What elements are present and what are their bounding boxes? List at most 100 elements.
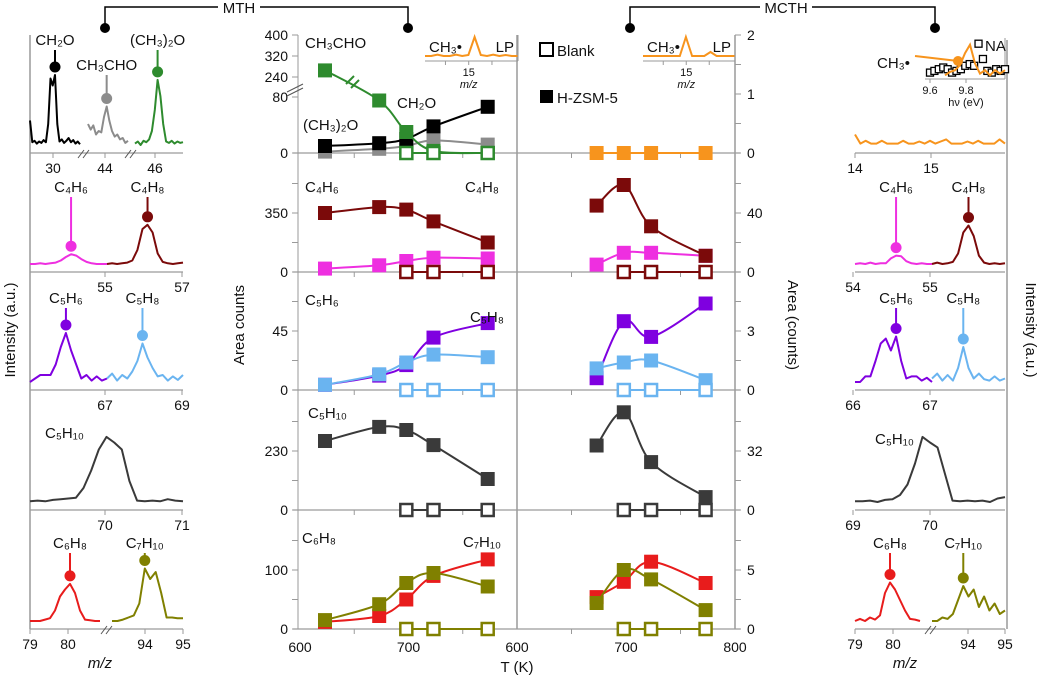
c4h8-mth-marker (399, 202, 414, 217)
c4h8-spectrum-label: C₄H₈ (951, 179, 985, 196)
x-tick-label: 800 (723, 639, 747, 655)
mz-tick-label: 55 (97, 279, 113, 295)
blank-mth-marker (480, 621, 495, 637)
c4h8-mcth-curve (595, 183, 707, 257)
y-tick-label: 0 (280, 145, 288, 161)
ch2o-spectrum-label: CH₂O (35, 32, 74, 49)
y-tick-label-right: 3 (747, 323, 755, 339)
peak-marker-dot (139, 555, 151, 566)
peak-marker-dot (49, 61, 61, 73)
ch32o-spectrum-label: (CH₃)₂O (130, 32, 185, 49)
lp_mth-spectrum (425, 33, 518, 58)
c5h10-mth-marker (318, 434, 332, 448)
c4h8-mth-marker (318, 206, 332, 220)
c5h10-mth-marker (426, 438, 441, 453)
mz-tick-label: 54 (845, 279, 861, 295)
c7h10-mcth-marker (698, 603, 713, 618)
na-pointer (914, 55, 959, 62)
mz-tick-label: 57 (174, 279, 190, 295)
peak-marker-dot (101, 93, 113, 104)
c4h6-mth-marker (426, 250, 441, 265)
c5h8-spectrum-right (931, 346, 1006, 382)
c5h8-spectrum-label: C₅H₈ (125, 290, 159, 307)
c6h8-mth-marker (399, 592, 414, 607)
c4h6-mth-marker (480, 251, 495, 266)
y-tick-label-right: 32 (747, 443, 763, 459)
c4h8-mcth-marker (644, 219, 659, 234)
mz-tick-label: 95 (997, 636, 1013, 652)
c5h10-mcth-curve (595, 411, 707, 498)
lp_mcth-species-label: CH₃• (647, 39, 680, 56)
c5h8-mcth-marker (616, 355, 631, 370)
ch32o-mth-marker (372, 93, 387, 108)
peak-marker-dot (890, 323, 902, 334)
y-tick-label: 0 (280, 264, 288, 280)
axis-break-icon (286, 83, 304, 97)
peak-marker-dot (142, 211, 154, 223)
blank-mcth-marker (616, 621, 632, 637)
c7h10-mth-marker (372, 597, 387, 612)
c5h6-mcth-curve (595, 302, 707, 379)
c5h6-spectrum-label: C₅H₆ (879, 290, 913, 307)
c7h10-mth-marker (318, 613, 332, 628)
c5h8-mcth-marker (589, 361, 604, 376)
na-xlabel: hν (eV) (948, 97, 983, 109)
c6h8-spectrum-right (854, 581, 921, 622)
axis-break-icon (924, 625, 937, 635)
blank-mth-marker (426, 502, 441, 518)
blank-mth-marker (426, 621, 441, 637)
c7h10-spectrum-label: C₇H₁₀ (126, 535, 164, 552)
mz-tick-label: 95 (175, 636, 191, 652)
mz-tick-label: 94 (960, 636, 976, 652)
c4h6-spectrum-label: C₄H₆ (879, 179, 913, 196)
c4h8-spectrum-right (931, 224, 1006, 265)
c5h8-trend-label: C₅H₈ (470, 309, 504, 326)
ch3cho-trend-label: CH₃CHO (305, 35, 366, 52)
legend-blank-marker (539, 42, 554, 57)
lp_mcth-spectrum (643, 33, 735, 57)
lp_mcth-tick-label: 15 (680, 67, 692, 79)
c5h10-mth-marker (480, 472, 495, 486)
blank-mcth-marker (643, 502, 659, 518)
c4h6-mcth-marker (644, 245, 659, 260)
c5h6-mcth-marker (616, 314, 631, 329)
blank-mth-marker (399, 382, 414, 398)
peak-marker-dot (957, 572, 969, 584)
mz-tick-label: 79 (847, 636, 863, 652)
na-species-label: CH₃• (877, 55, 910, 72)
c4h6-spectrum-right (854, 254, 932, 265)
x-axis-title-mz-left: m/z (88, 655, 113, 672)
mz-tick-label: 69 (174, 397, 190, 413)
y-tick-label: 0 (280, 382, 288, 398)
blank-mth-marker (480, 382, 495, 398)
lp_mcth-label: LP (713, 39, 731, 56)
y-tick-label-right: 2 (747, 27, 755, 43)
y-tick-label-right: 0 (747, 264, 755, 280)
axis-break-icon (100, 625, 113, 635)
c4h6-mth-marker (318, 261, 332, 276)
x-tick-label: 700 (397, 639, 421, 655)
c5h8-spectrum-left (106, 342, 184, 382)
c7h10-spectrum-label: C₇H₁₀ (944, 535, 982, 552)
blank-mcth-marker (643, 621, 659, 637)
peak-marker-dot (65, 240, 77, 252)
ch32o-mth-marker (318, 63, 332, 78)
blank-mth-marker (399, 145, 414, 161)
lp_mcth-xlabel: m/z (677, 79, 695, 91)
blank-mcth-marker (698, 264, 713, 280)
ch32o-spectrum-left (134, 78, 184, 146)
c4h6-mcth-curve (596, 250, 706, 266)
x-axis-title-mz-right: m/z (893, 655, 918, 672)
c4h8-mth-marker (372, 200, 387, 215)
mz-tick-label: 69 (845, 517, 861, 533)
c4h6-trend-label: C₄H₆ (305, 179, 339, 196)
x-axis-title-temperature: T (K) (500, 659, 533, 676)
c4h6-spectrum-label: C₄H₆ (54, 179, 88, 196)
y-tick-label: 240 (265, 69, 289, 85)
ch32o-trend-label: (CH₃)₂O (303, 117, 358, 134)
blank-mth-marker (399, 502, 414, 518)
mz-tick-label: 94 (137, 636, 153, 652)
c5h10-mth-marker (399, 423, 414, 437)
c4h8-mcth-marker (698, 248, 713, 263)
